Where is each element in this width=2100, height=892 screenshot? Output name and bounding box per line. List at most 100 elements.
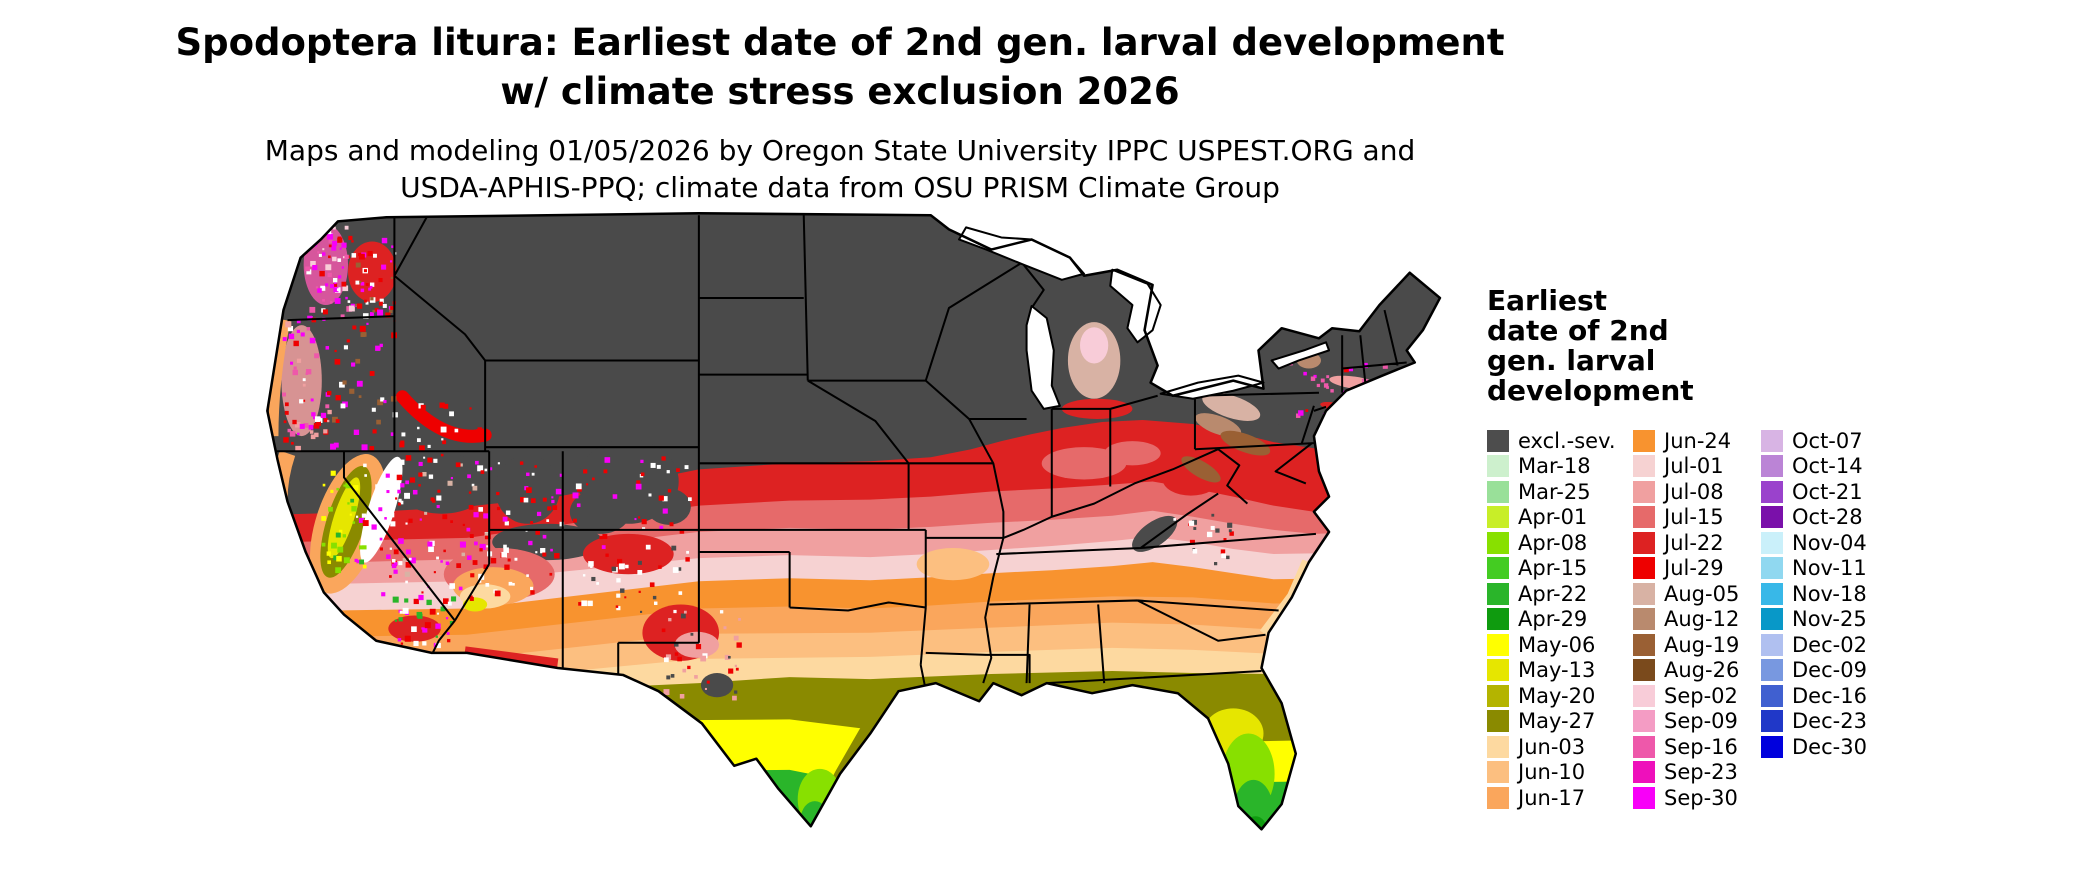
legend-label: Jul-22 <box>1664 530 1724 555</box>
state-borders <box>267 215 1407 701</box>
legend-item: Sep-02 <box>1633 683 1761 709</box>
legend-label: Sep-16 <box>1664 734 1738 759</box>
legend-label: Sep-23 <box>1664 760 1738 785</box>
legend-swatch <box>1633 608 1655 631</box>
legend-title-line: date of 2nd <box>1487 314 1669 347</box>
us-map <box>266 212 1442 831</box>
legend-label: Jun-24 <box>1664 428 1732 453</box>
map-container <box>225 208 1445 886</box>
lake-superior <box>958 226 1086 281</box>
legend-item: Apr-29 <box>1487 607 1633 633</box>
legend-label: Apr-22 <box>1518 581 1588 606</box>
legend-swatch <box>1633 684 1655 707</box>
legend-swatch <box>1761 710 1783 733</box>
legend-swatch <box>1633 633 1655 656</box>
legend-item: excl.-sev. <box>1487 428 1633 454</box>
legend-item: Nov-04 <box>1761 530 1911 556</box>
legend-label: Jun-17 <box>1518 785 1586 810</box>
legend-swatch <box>1761 531 1783 554</box>
legend-label: Nov-25 <box>1792 607 1867 632</box>
legend-title-line: gen. larval <box>1487 344 1656 377</box>
legend-swatch <box>1761 429 1783 452</box>
legend-item: Nov-18 <box>1761 581 1911 607</box>
legend-item: Jul-08 <box>1633 479 1761 505</box>
legend-label: Sep-02 <box>1664 683 1738 708</box>
legend-swatch <box>1633 506 1655 529</box>
legend-item: Dec-02 <box>1761 632 1911 658</box>
legend-label: Apr-01 <box>1518 505 1588 530</box>
legend-swatch <box>1487 582 1509 605</box>
title-block: Spodoptera litura: Earliest date of 2nd … <box>0 18 1680 206</box>
raster-speckle <box>282 225 1414 701</box>
legend-swatch <box>1633 710 1655 733</box>
legend-item: May-27 <box>1487 709 1633 735</box>
legend-item: Apr-22 <box>1487 581 1633 607</box>
legend-label: Oct-21 <box>1792 479 1863 504</box>
legend-title-line: development <box>1487 374 1694 407</box>
legend-item: Apr-15 <box>1487 556 1633 582</box>
legend-swatch <box>1761 608 1783 631</box>
map-title-line1: Spodoptera litura: Earliest date of 2nd … <box>175 21 1505 64</box>
legend-swatch <box>1761 582 1783 605</box>
legend-swatch <box>1487 684 1509 707</box>
legend-label: Dec-23 <box>1792 709 1867 734</box>
legend-swatch <box>1487 735 1509 758</box>
legend-label: Oct-07 <box>1792 428 1863 453</box>
legend-label: Nov-11 <box>1792 556 1867 581</box>
legend-label: Mar-18 <box>1518 454 1591 479</box>
lake-ontario <box>1270 341 1331 370</box>
legend-item: Jun-24 <box>1633 428 1761 454</box>
legend-item: Sep-09 <box>1633 709 1761 735</box>
legend-swatch <box>1487 786 1509 809</box>
legend-item: May-13 <box>1487 658 1633 684</box>
legend-label: Jun-10 <box>1518 760 1586 785</box>
legend-title: Earliest date of 2nd gen. larval develop… <box>1487 286 2087 406</box>
legend-item: Jul-15 <box>1633 505 1761 531</box>
legend-label: Jun-03 <box>1518 734 1586 759</box>
legend-label: Aug-26 <box>1664 658 1740 683</box>
legend-swatch <box>1487 531 1509 554</box>
legend-swatch <box>1487 506 1509 529</box>
legend-label: Dec-16 <box>1792 683 1867 708</box>
legend-swatch <box>1761 455 1783 478</box>
legend-swatch <box>1761 480 1783 503</box>
legend-item: Sep-16 <box>1633 734 1761 760</box>
legend-swatch <box>1487 659 1509 682</box>
legend-swatch <box>1761 684 1783 707</box>
legend-swatch <box>1633 429 1655 452</box>
legend-swatch <box>1633 455 1655 478</box>
legend-label: Jul-29 <box>1664 556 1724 581</box>
legend-label: Apr-29 <box>1518 607 1588 632</box>
legend-item: Aug-12 <box>1633 607 1761 633</box>
legend-swatch <box>1487 633 1509 656</box>
legend-label: Nov-04 <box>1792 530 1867 555</box>
subtitle-block: Maps and modeling 01/05/2026 by Oregon S… <box>0 132 1680 206</box>
legend-column-3: Oct-07 Oct-14 Oct-21 Oct-28 Nov-04 Nov-11 Nov-… <box>1761 428 1911 811</box>
map-subtitle-line2: USDA-APHIS-PPQ; climate data from OSU PR… <box>400 171 1280 204</box>
legend-item: Mar-25 <box>1487 479 1633 505</box>
legend-item: Jun-17 <box>1487 785 1633 811</box>
legend-label: May-20 <box>1518 683 1596 708</box>
legend-label: Dec-02 <box>1792 632 1867 657</box>
legend-swatch <box>1761 735 1783 758</box>
legend-label: Aug-05 <box>1664 581 1740 606</box>
legend-item: Jun-03 <box>1487 734 1633 760</box>
legend-label: May-06 <box>1518 632 1596 657</box>
legend-swatch <box>1633 659 1655 682</box>
legend-item: Aug-05 <box>1633 581 1761 607</box>
legend-label: excl.-sev. <box>1518 428 1616 453</box>
great-lakes <box>958 226 1331 410</box>
legend-label: May-27 <box>1518 709 1596 734</box>
legend-label: Apr-15 <box>1518 556 1588 581</box>
legend-item: Apr-08 <box>1487 530 1633 556</box>
legend-label: Jul-01 <box>1664 454 1724 479</box>
legend-item: Oct-07 <box>1761 428 1911 454</box>
legend-item: Jul-01 <box>1633 454 1761 480</box>
legend-item: Mar-18 <box>1487 454 1633 480</box>
legend-column-2: Jun-24 Jul-01 Jul-08 Jul-15 Jul-22 Jul-29 Aug-… <box>1633 428 1761 811</box>
legend-label: Aug-12 <box>1664 607 1740 632</box>
legend-swatch <box>1761 659 1783 682</box>
legend-swatch <box>1487 455 1509 478</box>
legend-label: Sep-30 <box>1664 785 1738 810</box>
